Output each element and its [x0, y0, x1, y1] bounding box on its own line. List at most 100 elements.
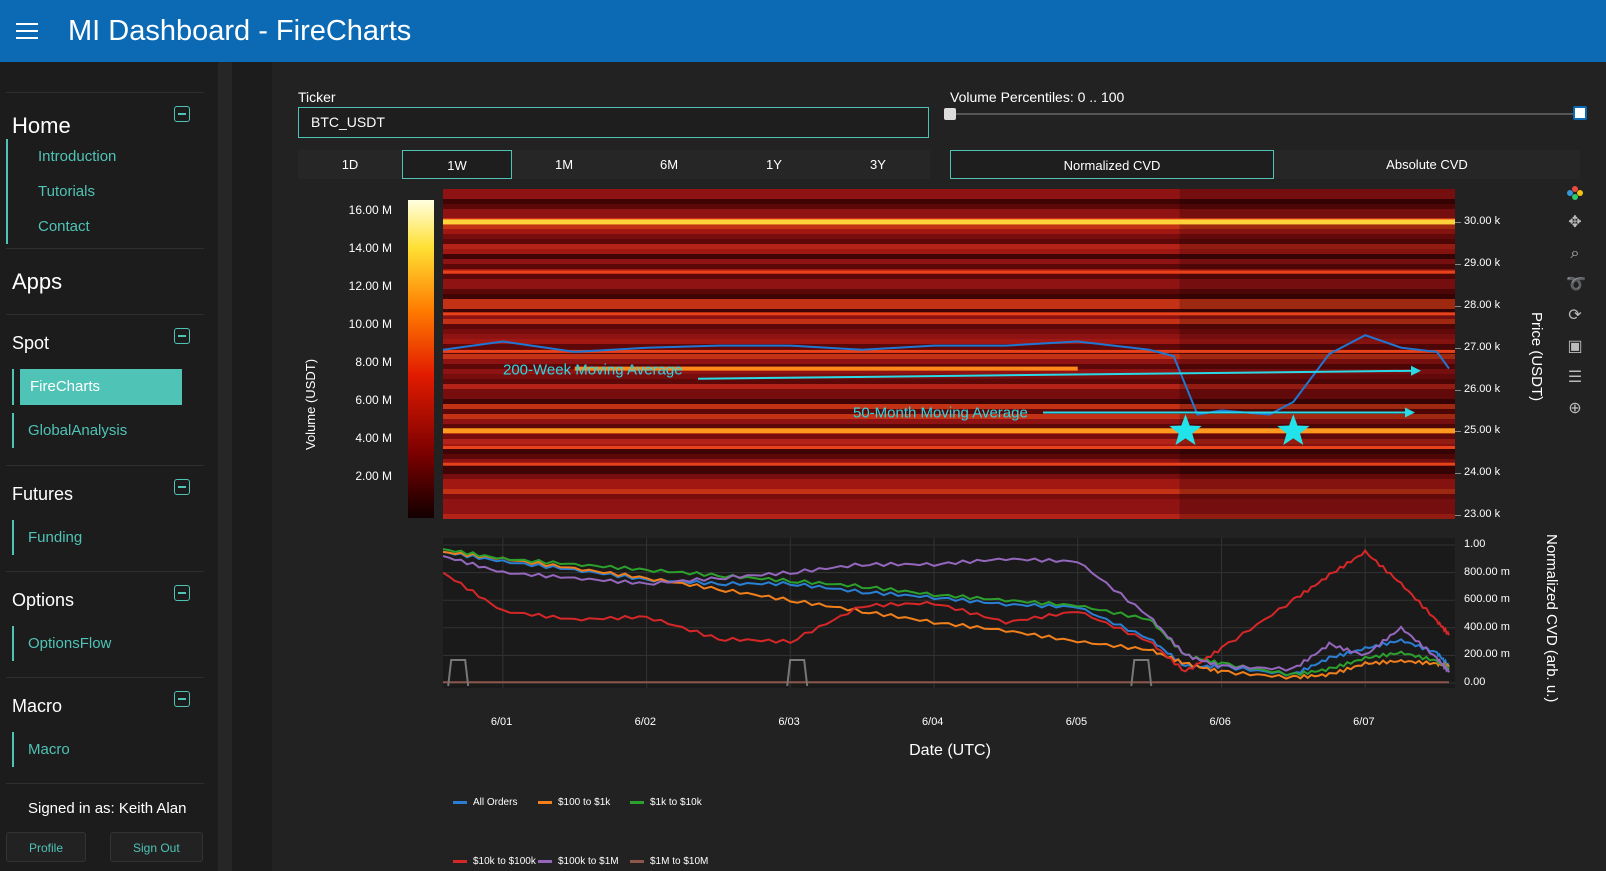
options-collapse-button[interactable] [174, 585, 190, 601]
legend-swatch [453, 859, 467, 863]
heatmap-band [443, 459, 1455, 464]
legend-item[interactable]: $100k to $1M [538, 856, 619, 867]
sign-out-button[interactable]: Sign Out [110, 832, 203, 862]
range-button-1w[interactable]: 1W [402, 150, 512, 179]
legend-item[interactable]: $10k to $100k [453, 856, 536, 867]
annotation-50m-ma: 50-Month Moving Average [853, 404, 1028, 421]
cvd-tick-label: 400.00 m [1464, 620, 1510, 633]
heatmap-band [443, 334, 1455, 339]
range-button-1y[interactable]: 1Y [722, 150, 826, 179]
range-button-6m[interactable]: 6M [616, 150, 722, 179]
home-collapse-button[interactable] [174, 106, 190, 122]
heatmap-band [443, 379, 1455, 384]
legend-item[interactable]: $100 to $1k [538, 797, 610, 808]
cvd-axis-label: Normalized CVD (arb. u.) [1543, 534, 1560, 703]
colorbar-tick-label: 4.00 M [355, 431, 392, 445]
macro-nav: Macro [12, 732, 70, 767]
slider-handle-max[interactable] [1573, 106, 1587, 120]
reset-icon[interactable]: ⟳ [1568, 307, 1582, 324]
range-button-3y[interactable]: 3Y [826, 150, 930, 179]
heatmap-band [443, 494, 1455, 499]
range-button-1m[interactable]: 1M [512, 150, 616, 179]
lasso-icon[interactable]: ➰ [1566, 276, 1586, 293]
heatmap-band [443, 324, 1455, 329]
home-section: Home Introduction Tutorials Contact [6, 92, 204, 250]
hover-icon[interactable]: ☰ [1567, 369, 1583, 386]
cvd-tick-label: 800.00 m [1464, 565, 1510, 578]
range-button-1d[interactable]: 1D [298, 150, 402, 179]
price-heatmap-chart[interactable]: 200-Week Moving Average 50-Month Moving A… [443, 189, 1455, 529]
legend-item[interactable]: All Orders [453, 797, 517, 808]
legend-swatch [453, 800, 467, 804]
profile-button[interactable]: Profile [6, 832, 87, 862]
volume-percentiles-label: Volume Percentiles: 0 .. 100 [950, 89, 1125, 105]
price-line [443, 334, 1450, 416]
sidebar-item-macro[interactable]: Macro [28, 741, 70, 758]
date-tick-label: 6/02 [634, 716, 657, 728]
pan-icon[interactable]: ✥ [1568, 214, 1582, 231]
sidebar-item-optionsflow[interactable]: OptionsFlow [28, 635, 112, 652]
plotly-logo-icon[interactable] [1566, 184, 1584, 202]
legend-item[interactable]: $1M to $10M [630, 856, 708, 867]
heatmap-band [443, 369, 1455, 374]
cvd-line-chart[interactable] [443, 538, 1455, 702]
futures-collapse-button[interactable] [174, 479, 190, 495]
heatmap-band [443, 234, 1455, 239]
heatmap-band [443, 244, 1455, 249]
heatmap-band [443, 204, 1455, 209]
volume-percentiles-slider[interactable] [950, 113, 1580, 115]
slider-handle-min[interactable] [944, 108, 956, 120]
legend-label: $1k to $10k [650, 797, 702, 808]
sidebar-item-funding[interactable]: Funding [28, 529, 83, 546]
menu-icon[interactable] [16, 23, 38, 39]
macro-collapse-button[interactable] [174, 691, 190, 707]
colorbar-tick-label: 12.00 M [348, 279, 392, 293]
heatmap-band [443, 504, 1455, 509]
heatmap-band [443, 264, 1455, 269]
heatmap-band [443, 479, 1455, 484]
cvd-tick-label: 600.00 m [1464, 593, 1510, 606]
sidebar-item-firecharts[interactable]: FireCharts [20, 369, 182, 405]
cvd-spike-marker [1130, 659, 1153, 687]
sidebar-item-globalanalysis[interactable]: GlobalAnalysis [28, 422, 128, 439]
colorbar-tick-label: 2.00 M [355, 469, 392, 483]
cvd-series-line [443, 548, 1450, 677]
legend-item[interactable]: $1k to $10k [630, 797, 702, 808]
sidebar-item-contact[interactable]: Contact [38, 218, 90, 235]
colorbar-tick-label: 10.00 M [348, 317, 392, 331]
normalized-cvd-button[interactable]: Normalized CVD [950, 150, 1274, 179]
sidebar-divider [6, 783, 204, 784]
annotation-arrowhead [1405, 407, 1415, 418]
options-title: Options [12, 590, 75, 610]
heatmap-band [443, 384, 1455, 389]
sidebar-item-tutorials[interactable]: Tutorials [38, 183, 95, 200]
heatmap-band [443, 509, 1455, 514]
box-zoom-icon[interactable]: ⌕ [1570, 245, 1580, 262]
ticker-input[interactable]: BTC_USDT [298, 107, 929, 138]
spot-collapse-button[interactable] [174, 328, 190, 344]
sidebar-item-introduction[interactable]: Introduction [38, 148, 117, 165]
heatmap-volume-band [443, 445, 1455, 449]
price-tick-mark [1455, 222, 1461, 224]
spot-title: Spot [12, 333, 50, 353]
futures-nav: Funding [12, 520, 82, 555]
heatmap-hot-band [443, 428, 1455, 434]
price-tick-label: 23.00 k [1464, 507, 1501, 520]
cvd-series-line [443, 548, 1450, 673]
cvd-spike-marker [447, 659, 470, 687]
app-title: MI Dashboard - FireCharts [68, 14, 412, 47]
heatmap-band [443, 214, 1455, 219]
save-icon[interactable]: ▣ [1567, 338, 1583, 355]
heatmap-band [443, 339, 1455, 344]
heatmap-band [443, 514, 1455, 519]
absolute-cvd-button[interactable]: Absolute CVD [1274, 150, 1580, 179]
crosshair-icon[interactable]: ⊕ [1568, 400, 1582, 417]
heatmap-band [443, 394, 1455, 399]
heatmap-band [443, 484, 1455, 489]
price-tick-label: 24.00 k [1464, 466, 1501, 479]
legend-swatch [630, 859, 644, 863]
date-tick-label: 6/01 [490, 716, 513, 728]
cvd-series-line [443, 550, 1450, 680]
spot-section: Spot FireCharts GlobalAnalysis [6, 314, 204, 466]
sidebar-scrollbar[interactable] [218, 62, 232, 871]
